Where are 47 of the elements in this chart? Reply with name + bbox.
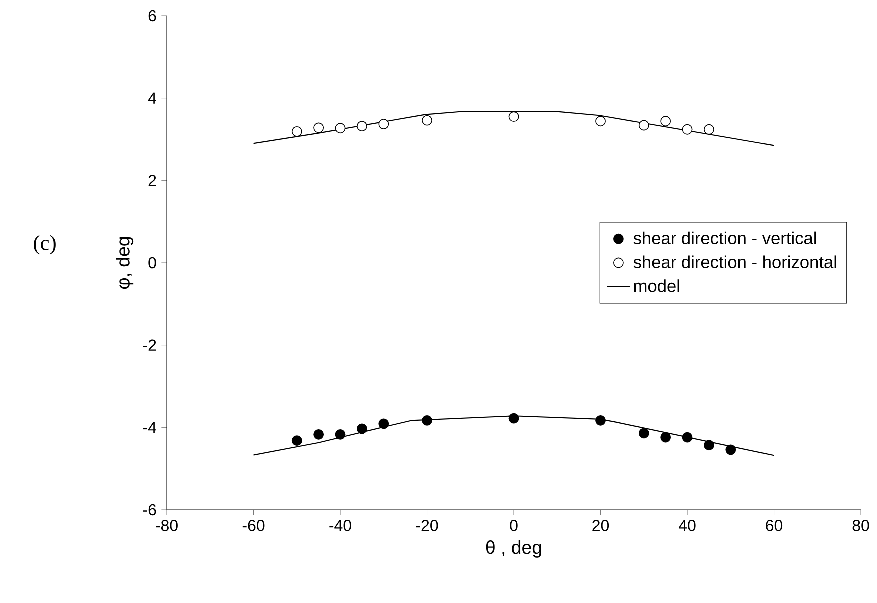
point — [292, 436, 302, 446]
x-tick-label: -40 — [330, 520, 352, 532]
x-tick-label: 0 — [510, 520, 518, 532]
point — [508, 112, 520, 122]
point — [726, 444, 736, 456]
x-tick-label: -80 — [156, 520, 178, 532]
point — [704, 440, 714, 451]
y-tick-label: 4 — [148, 92, 156, 104]
point — [292, 126, 302, 137]
x-tick-label: 80 — [852, 520, 870, 532]
point — [314, 429, 324, 440]
point — [638, 428, 650, 439]
point — [660, 116, 672, 127]
point — [508, 413, 520, 424]
y-tick-label: 2 — [148, 175, 156, 186]
y-tick-label: 0 — [148, 257, 156, 269]
point — [638, 120, 650, 131]
point — [356, 121, 368, 132]
y-tick-label: -4 — [143, 422, 156, 434]
point — [356, 424, 368, 434]
point — [704, 124, 714, 135]
point — [422, 415, 432, 426]
point — [660, 432, 672, 443]
x-tick-label: -60 — [242, 520, 265, 532]
point — [378, 119, 390, 130]
point — [335, 123, 346, 134]
y-tick-label: -2 — [143, 340, 156, 351]
point — [422, 115, 432, 126]
point — [596, 116, 606, 127]
x-tick-label: 60 — [766, 520, 783, 532]
point — [335, 429, 346, 440]
point — [682, 124, 693, 135]
text: (c) — [34, 235, 56, 255]
y-tick-label: -6 — [143, 504, 156, 516]
point — [314, 122, 324, 134]
x-tick-label: -20 — [416, 520, 438, 532]
legend-label: shear direction - horizontal — [634, 256, 836, 268]
point — [596, 415, 606, 426]
point — [378, 418, 390, 430]
point — [682, 432, 693, 443]
x-axis-title: θ , deg — [486, 540, 542, 558]
x-tick-label: 40 — [678, 520, 696, 532]
legend-label: model — [634, 280, 680, 292]
y-axis-title: φ, deg — [116, 237, 134, 290]
x-tick-label: 20 — [592, 520, 610, 532]
legend-label: shear direction - vertical — [634, 232, 816, 245]
y-tick-label: 6 — [148, 10, 156, 22]
